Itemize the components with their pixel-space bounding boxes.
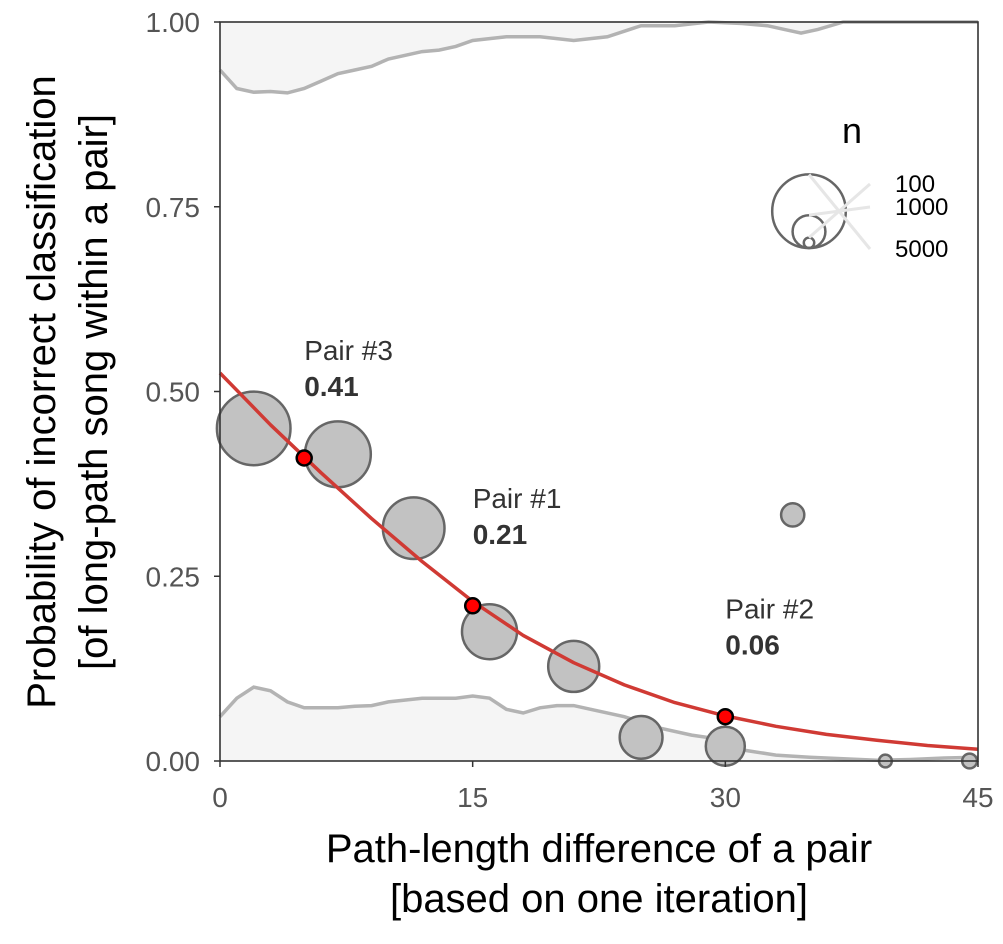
highlight-point-2: [463, 597, 482, 615]
legend-label-100: 100: [895, 171, 935, 198]
highlight-point-1: [295, 449, 313, 467]
density-top-fill: [220, 22, 978, 93]
density-layer: [218, 20, 979, 763]
highlight-layer: Pair #3 0.41 Pair #1 0.21 Pair #2 0.06: [295, 335, 814, 726]
y-tick-label: 0.00: [146, 746, 201, 777]
x-tick-label: 45: [962, 782, 993, 813]
pair-value-2: 0.21: [473, 519, 528, 550]
bubble-point-1: [215, 390, 292, 467]
bubble-point-5: [546, 639, 601, 694]
y-axis-title-line1: Probability of incorrect classification: [20, 75, 64, 709]
density-top-line: [218, 20, 978, 95]
legend-title: n: [842, 110, 862, 151]
legend-circle-100: [802, 236, 816, 250]
pair-label-2: Pair #1: [473, 483, 562, 514]
pair-value-1: 0.41: [304, 371, 359, 402]
x-axis-title-line1: Path-length difference of a pair: [326, 827, 872, 871]
y-tick-label: 0.25: [146, 561, 201, 592]
legend-leader-5000: [807, 173, 872, 250]
x-tick-label: 15: [457, 782, 488, 813]
x-axis-title-line2: [based on one iteration]: [390, 877, 808, 921]
bubble-point-8: [779, 502, 806, 528]
y-axis-title-line2: [of long-path song within a pair]: [72, 114, 116, 670]
fit-curve: [218, 371, 979, 751]
pair-value-3: 0.06: [725, 630, 780, 661]
bubble-point-2: [303, 420, 373, 489]
y-tick-label: 1.00: [146, 7, 201, 38]
bubble-point-6: [618, 714, 664, 761]
bubble-point-3: [381, 496, 446, 561]
legend-label-5000: 5000: [895, 236, 948, 263]
pair-label-3: Pair #2: [725, 594, 814, 625]
fit-layer: [218, 371, 979, 751]
density-bottom-fill: [220, 687, 978, 761]
bubble-point-7: [704, 725, 747, 767]
y-tick-label: 0.75: [146, 192, 201, 223]
density-bottom-line: [218, 685, 979, 763]
x-tick-label: 30: [710, 782, 741, 813]
axis-layer: 0 15 30 45 0.00 0.25 0.50 0.75 1.00: [146, 7, 994, 813]
legend-label-1000: 1000: [895, 194, 948, 221]
x-tick-label: 0: [212, 782, 228, 813]
highlight-point-3: [716, 707, 735, 726]
y-tick-label: 0.50: [146, 377, 201, 408]
pair-label-1: Pair #3: [304, 335, 393, 366]
legend-circle-1000: [791, 213, 827, 250]
